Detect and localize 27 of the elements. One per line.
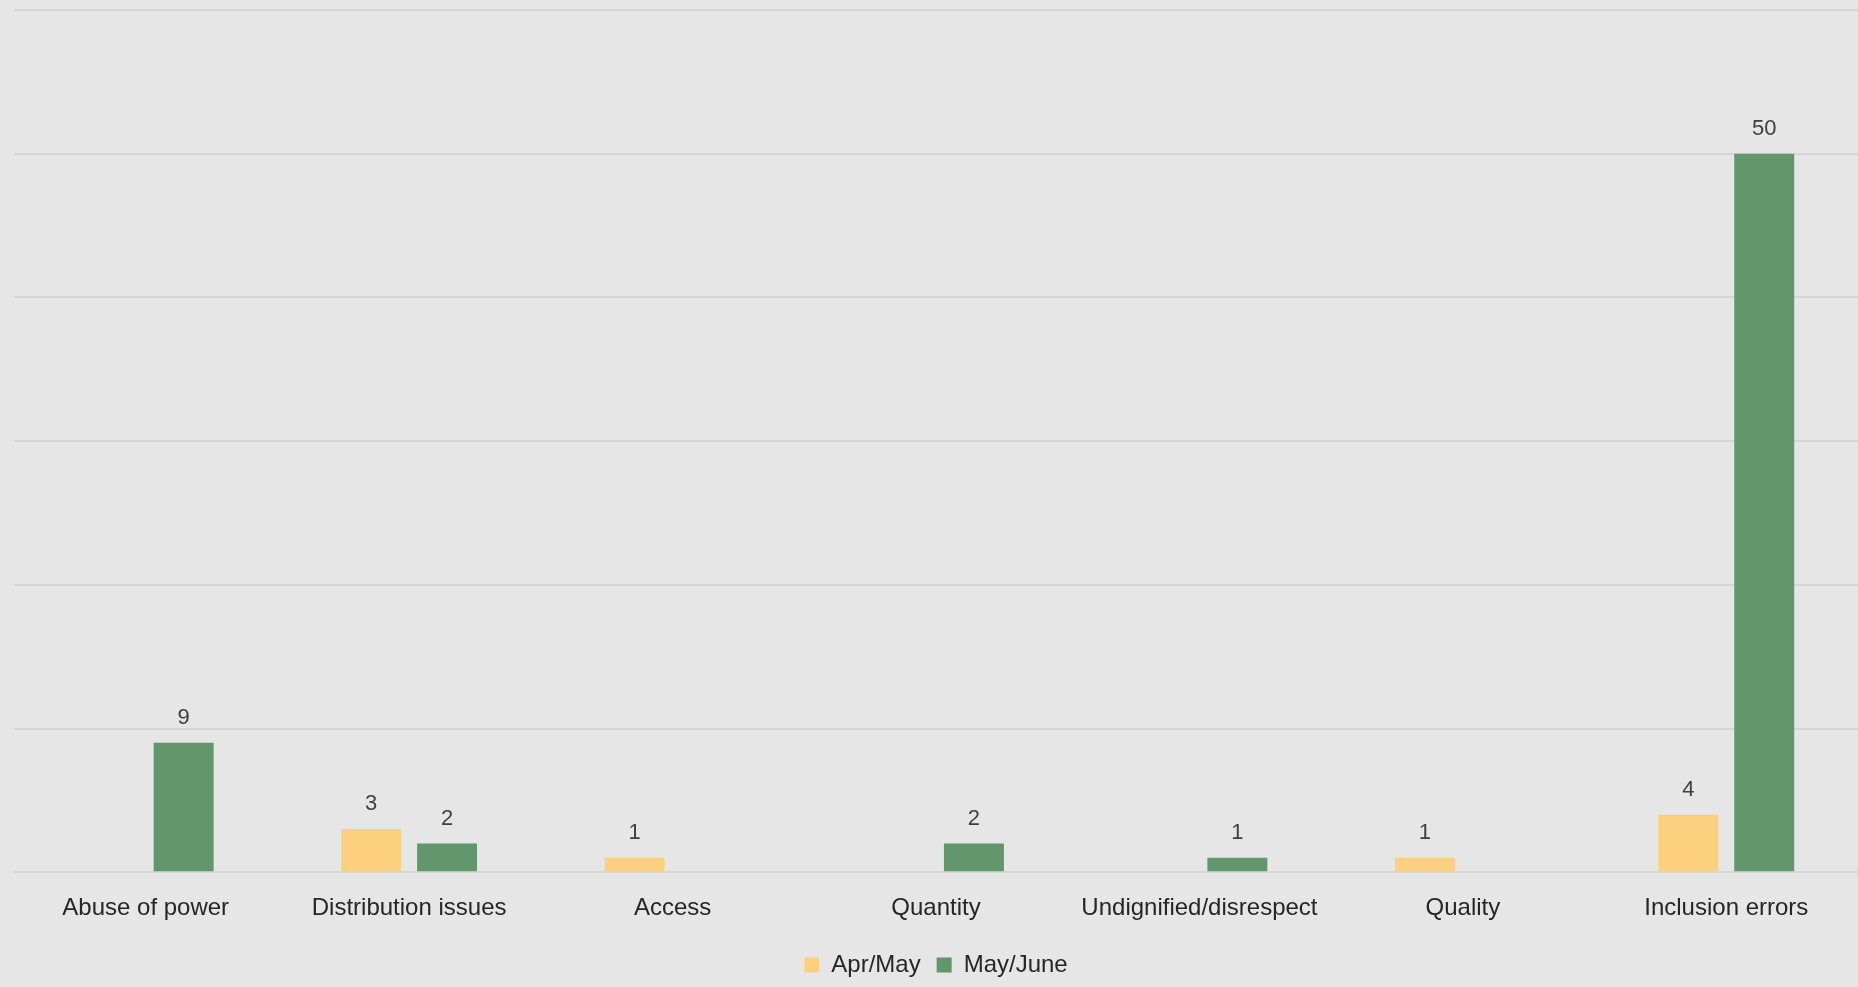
data-label: 1 [1418,818,1432,844]
bar [943,843,1004,872]
data-label: 1 [628,818,641,844]
bar [341,829,402,872]
data-label: 3 [365,790,378,816]
data-label: 1 [1231,818,1244,844]
x-tick-label: Abuse of power [62,893,230,921]
x-tick-label: Inclusion errors [1644,893,1809,921]
bar [1394,857,1455,872]
x-tick-label: Quantity [891,893,981,921]
legend-label: May/June [963,949,1068,977]
x-tick-label: Distribution issues [311,893,507,921]
bar [1658,814,1719,872]
x-tick-label: Undignified/disrespect [1081,893,1318,921]
data-label: 9 [177,703,190,729]
data-label: 2 [440,804,454,830]
bar [604,857,665,872]
data-label: 2 [967,804,981,830]
data-label: 4 [1682,775,1695,801]
bar [1734,153,1795,872]
x-tick-label: Quality [1425,893,1501,921]
bar [153,742,214,872]
bar [417,843,478,872]
x-tick-label: Access [633,893,712,921]
data-label: 50 [1751,114,1777,140]
legend-label: Apr/May [831,949,921,977]
bar [1207,857,1268,872]
